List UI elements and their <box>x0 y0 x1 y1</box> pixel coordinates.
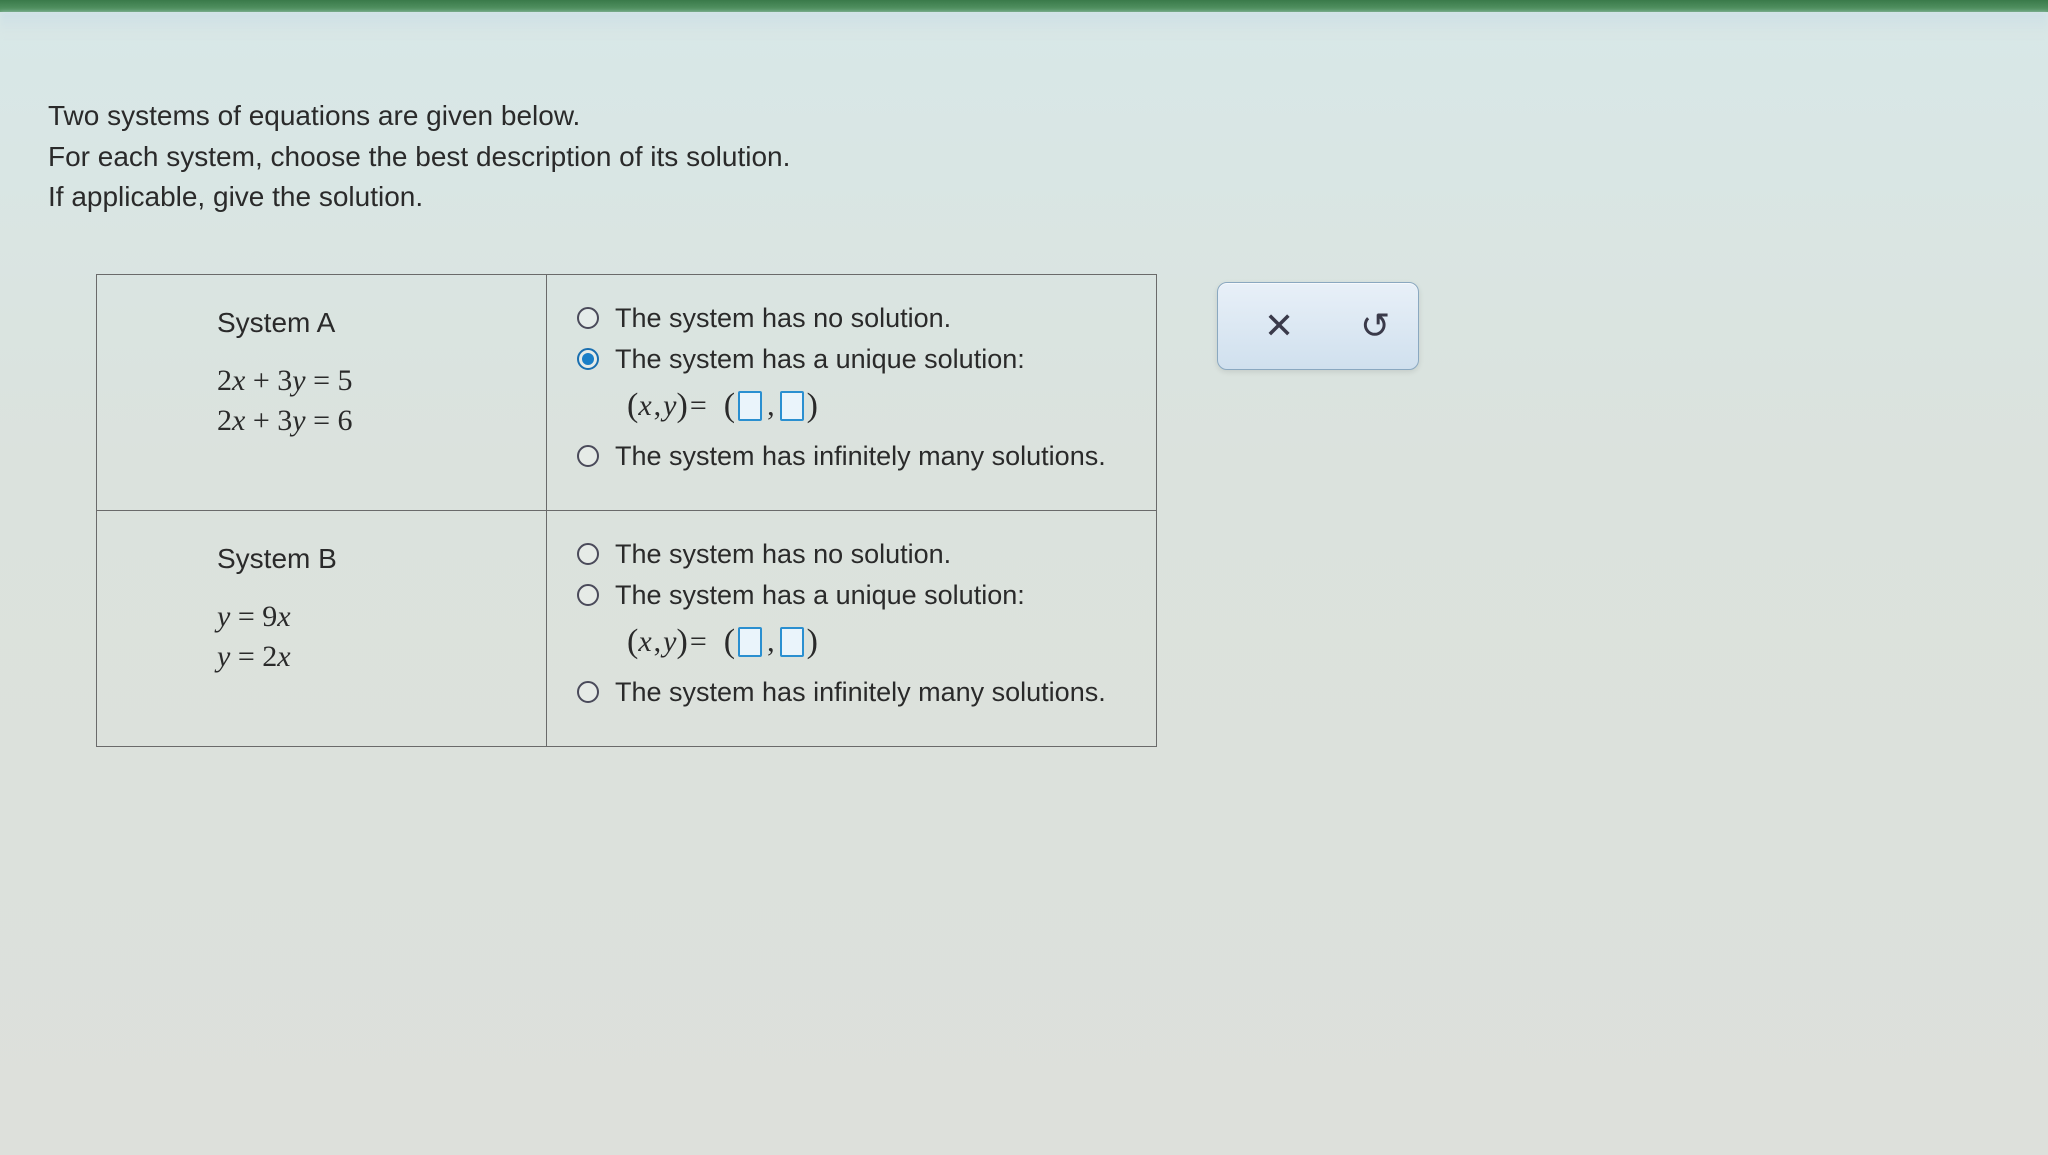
xy-input-row-b: (x , y) = (, ) <box>627 623 1126 661</box>
xy-expression: (x , y) = (, ) <box>627 623 818 661</box>
radio-icon[interactable] <box>577 543 599 565</box>
option-label: The system has infinitely many solutions… <box>615 677 1106 708</box>
system-a-eq2: 2x + 3y = 6 <box>217 401 516 442</box>
window-top-edge <box>0 0 2048 12</box>
option-label: The system has no solution. <box>615 539 951 570</box>
table-row: System B y = 9x y = 2x The system has no… <box>97 510 1157 746</box>
answer-toolbar: ✕ ↺ <box>1217 282 1419 370</box>
option-b-unique[interactable]: The system has a unique solution: <box>577 580 1126 611</box>
option-label: The system has infinitely many solutions… <box>615 441 1106 472</box>
system-b-title: System B <box>217 543 516 575</box>
system-b-eq2: y = 2x <box>217 637 516 678</box>
radio-icon[interactable] <box>577 445 599 467</box>
system-a-title: System A <box>217 307 516 339</box>
option-b-no-solution[interactable]: The system has no solution. <box>577 539 1126 570</box>
option-label: The system has a unique solution: <box>615 580 1025 611</box>
xy-expression: (x , y) = (, ) <box>627 387 818 425</box>
xy-input-row-a: (x , y) = (, ) <box>627 387 1126 425</box>
table-row: System A 2x + 3y = 5 2x + 3y = 6 The sys… <box>97 274 1157 510</box>
instructions-block: Two systems of equations are given below… <box>48 96 2000 218</box>
option-label: The system has no solution. <box>615 303 951 334</box>
close-icon[interactable]: ✕ <box>1264 305 1294 347</box>
x-input[interactable] <box>738 627 762 657</box>
y-input[interactable] <box>780 627 804 657</box>
radio-icon[interactable] <box>577 584 599 606</box>
system-b-options: The system has no solution. The system h… <box>547 510 1157 746</box>
question-content: Two systems of equations are given below… <box>0 36 2048 747</box>
radio-dot <box>582 353 594 365</box>
option-a-no-solution[interactable]: The system has no solution. <box>577 303 1126 334</box>
system-a-cell: System A 2x + 3y = 5 2x + 3y = 6 <box>97 274 547 510</box>
undo-icon[interactable]: ↺ <box>1360 305 1390 347</box>
option-b-infinite[interactable]: The system has infinitely many solutions… <box>577 677 1126 708</box>
option-a-unique[interactable]: The system has a unique solution: <box>577 344 1126 375</box>
system-a-options: The system has no solution. The system h… <box>547 274 1157 510</box>
radio-icon[interactable] <box>577 307 599 329</box>
instruction-line-1: Two systems of equations are given below… <box>48 96 2000 137</box>
systems-table: System A 2x + 3y = 5 2x + 3y = 6 The sys… <box>96 274 1157 747</box>
instruction-line-2: For each system, choose the best descrip… <box>48 137 2000 178</box>
system-b-eq1: y = 9x <box>217 597 516 638</box>
main-area: System A 2x + 3y = 5 2x + 3y = 6 The sys… <box>48 274 2000 747</box>
system-a-eq1: 2x + 3y = 5 <box>217 361 516 402</box>
option-a-infinite[interactable]: The system has infinitely many solutions… <box>577 441 1126 472</box>
instruction-line-3: If applicable, give the solution. <box>48 177 2000 218</box>
y-input[interactable] <box>780 391 804 421</box>
x-input[interactable] <box>738 391 762 421</box>
window-blur-strip <box>0 12 2048 36</box>
radio-icon[interactable] <box>577 681 599 703</box>
radio-icon[interactable] <box>577 348 599 370</box>
system-b-cell: System B y = 9x y = 2x <box>97 510 547 746</box>
option-label: The system has a unique solution: <box>615 344 1025 375</box>
